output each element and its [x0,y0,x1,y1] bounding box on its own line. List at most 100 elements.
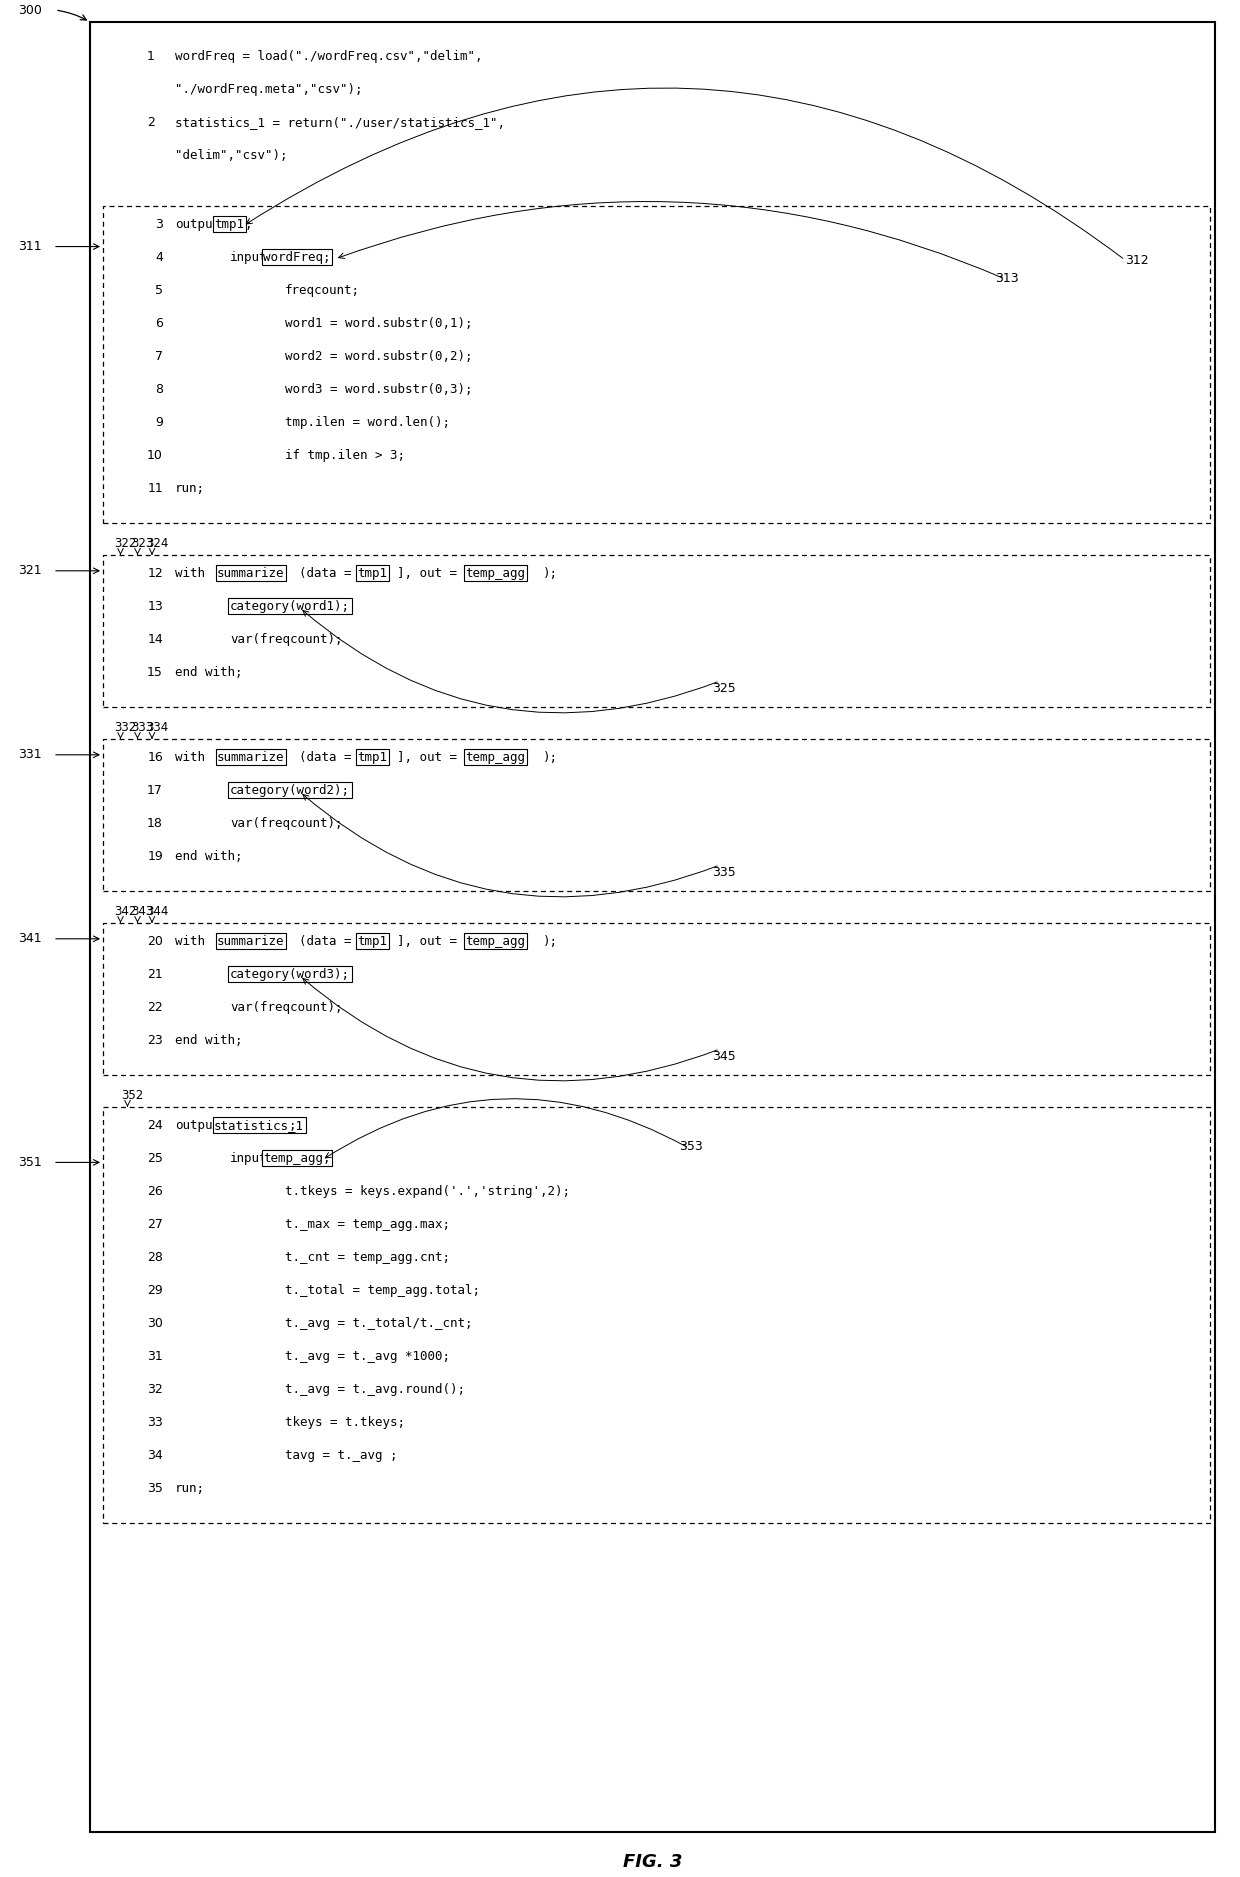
Text: if tmp.ilen > 3;: if tmp.ilen > 3; [285,449,405,462]
Text: 34: 34 [148,1449,162,1462]
Text: ;: ; [244,218,252,231]
Text: summarize: summarize [217,751,284,764]
Text: wordFreq = load("./wordFreq.csv","delim",: wordFreq = load("./wordFreq.csv","delim"… [175,51,482,64]
Text: );: ); [543,567,558,580]
Text: 3: 3 [155,218,162,231]
Text: output[: output[ [175,218,227,231]
Text: 343: 343 [131,905,154,918]
Text: 26: 26 [148,1184,162,1198]
Text: 4: 4 [155,252,162,265]
Text: input[: input[ [229,1152,275,1166]
Text: freqcount;: freqcount; [285,283,360,297]
Text: 11: 11 [148,482,162,496]
Text: 28: 28 [148,1250,162,1263]
Text: 6: 6 [155,317,162,330]
Text: 332: 332 [114,721,136,734]
FancyBboxPatch shape [103,923,1210,1076]
Text: end with;: end with; [175,1034,243,1047]
Text: var(freqcount);: var(freqcount); [229,1000,342,1014]
Text: 18: 18 [148,816,162,830]
Text: t._total = temp_agg.total;: t._total = temp_agg.total; [285,1284,480,1297]
Text: word1 = word.substr(0,1);: word1 = word.substr(0,1); [285,317,472,330]
Text: category(word3);: category(word3); [229,969,350,982]
Text: temp_agg: temp_agg [465,751,525,764]
FancyBboxPatch shape [103,740,1210,892]
Text: summarize: summarize [217,935,284,948]
Text: 333: 333 [131,721,154,734]
Text: 31: 31 [148,1350,162,1363]
Text: 7: 7 [155,349,162,362]
Text: 14: 14 [148,633,162,646]
Text: statistics_1: statistics_1 [215,1119,304,1132]
Text: 353: 353 [678,1141,702,1154]
Text: with: with [175,935,212,948]
Text: 29: 29 [148,1284,162,1297]
Text: 321: 321 [19,565,42,578]
Text: t._avg = t._avg.round();: t._avg = t._avg.round(); [285,1383,465,1396]
Text: with: with [175,751,212,764]
Text: 8: 8 [155,383,162,396]
Text: tkeys = t.tkeys;: tkeys = t.tkeys; [285,1415,405,1428]
Text: statistics_1 = return("./user/statistics_1",: statistics_1 = return("./user/statistics… [175,116,505,130]
Text: 22: 22 [148,1000,162,1014]
Text: "delim","csv");: "delim","csv"); [175,148,288,161]
Text: 341: 341 [19,933,42,946]
Text: 311: 311 [19,240,42,253]
Text: 23: 23 [148,1034,162,1047]
Text: 10: 10 [148,449,162,462]
Text: 345: 345 [712,1051,735,1064]
Text: var(freqcount);: var(freqcount); [229,633,342,646]
Text: summarize: summarize [217,567,284,580]
Text: tmp1: tmp1 [357,751,387,764]
Text: (data = [: (data = [ [299,935,367,948]
Text: category(word2);: category(word2); [229,785,350,798]
Text: 25: 25 [148,1152,162,1166]
Text: t._max = temp_agg.max;: t._max = temp_agg.max; [285,1218,450,1231]
Text: 323: 323 [131,537,154,550]
Text: tmp1: tmp1 [357,935,387,948]
Text: t.tkeys = keys.expand('.','string',2);: t.tkeys = keys.expand('.','string',2); [285,1184,570,1198]
Text: (data = [: (data = [ [299,751,367,764]
Text: 335: 335 [712,867,735,880]
Text: run;: run; [175,482,205,496]
Text: tmp1: tmp1 [357,567,387,580]
Text: tmp1: tmp1 [215,218,244,231]
Text: wordFreq;: wordFreq; [263,252,331,265]
Text: 351: 351 [19,1156,42,1169]
Text: 325: 325 [712,683,735,696]
Text: 13: 13 [148,601,162,614]
Text: tavg = t._avg ;: tavg = t._avg ; [285,1449,398,1462]
Text: 33: 33 [148,1415,162,1428]
Text: "./wordFreq.meta","csv");: "./wordFreq.meta","csv"); [175,83,362,96]
Text: word3 = word.substr(0,3);: word3 = word.substr(0,3); [285,383,472,396]
Text: FIG. 3: FIG. 3 [622,1853,682,1871]
Text: with: with [175,567,212,580]
FancyBboxPatch shape [103,1107,1210,1522]
Text: 21: 21 [148,969,162,982]
Text: );: ); [543,935,558,948]
Text: tmp.ilen = word.len();: tmp.ilen = word.len(); [285,417,450,430]
Text: 300: 300 [19,4,42,17]
Text: 27: 27 [148,1218,162,1231]
Text: 5: 5 [155,283,162,297]
Text: ], out = [: ], out = [ [397,567,472,580]
Text: input[: input[ [229,252,275,265]
Text: category(word1);: category(word1); [229,601,350,614]
FancyBboxPatch shape [103,206,1210,524]
Text: output[: output[ [175,1119,227,1132]
Text: 17: 17 [148,785,162,798]
Text: 12: 12 [148,567,162,580]
Text: 344: 344 [146,905,169,918]
Text: );: ); [543,751,558,764]
Text: t._avg = t._avg *1000;: t._avg = t._avg *1000; [285,1350,450,1363]
Text: ], out = [: ], out = [ [397,751,472,764]
Text: 30: 30 [148,1318,162,1331]
Text: 312: 312 [1125,255,1148,268]
Text: 15: 15 [148,666,162,679]
Text: 9: 9 [155,417,162,430]
Text: 334: 334 [146,721,169,734]
Text: end with;: end with; [175,666,243,679]
FancyBboxPatch shape [103,556,1210,708]
FancyBboxPatch shape [91,23,1215,1832]
Text: 322: 322 [114,537,136,550]
